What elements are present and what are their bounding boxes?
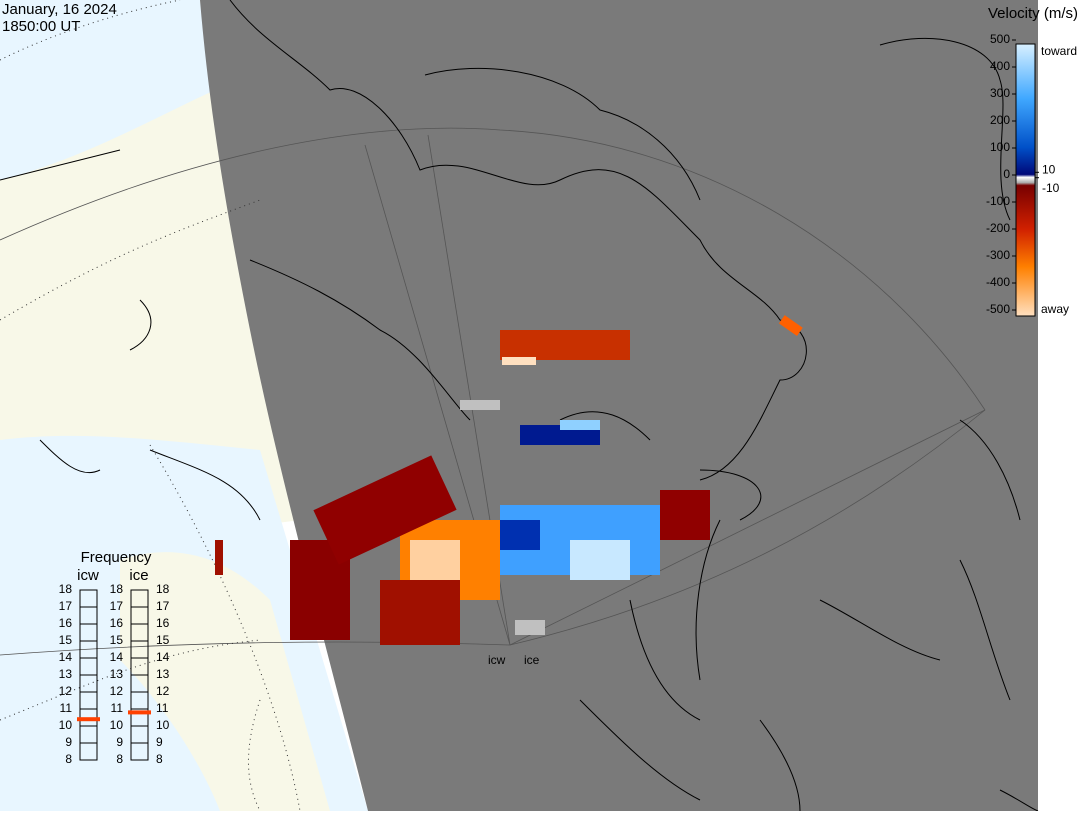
frequency-tick-label: 17 [110, 599, 124, 613]
frequency-tick-label: 14 [156, 650, 170, 664]
colorbar-tick-label: 0 [1003, 167, 1010, 181]
frequency-tick-label: 10 [110, 718, 124, 732]
radar-label: ice [524, 653, 540, 667]
frequency-tick-label: 17 [59, 599, 73, 613]
frequency-marker [128, 710, 151, 715]
colorbar-tick-label: -400 [986, 275, 1010, 289]
colorbar-title: Velocity (m/s) [988, 5, 1078, 22]
toward-label: toward [1041, 44, 1077, 58]
frequency-tick-label: 18 [156, 582, 170, 596]
side-panel [1038, 0, 1083, 811]
frequency-tick-label: 11 [156, 701, 169, 715]
colorbar-tick-label: -100 [986, 194, 1010, 208]
lat-line [0, 127, 986, 411]
frequency-tick-label: 10 [156, 718, 170, 732]
colorbar [1015, 43, 1036, 317]
date: January, 16 2024 [2, 1, 117, 18]
coastline [0, 0, 1039, 812]
frequency-tick-label: 16 [59, 616, 73, 630]
frequency-tick-label: 9 [156, 735, 163, 749]
frequency-radar-name: ice [129, 567, 148, 584]
ocean-day [0, 0, 215, 180]
frequency-tick-label: 8 [156, 752, 163, 766]
frequency-tick-label: 9 [116, 735, 123, 749]
colorbar-tick-label: -200 [986, 221, 1010, 235]
frequency-tick-label: 13 [156, 667, 170, 681]
frequency-tick-label: 10 [59, 718, 73, 732]
frequency-tick-label: 18 [110, 582, 124, 596]
velocity-cells [215, 315, 803, 645]
frequency-tick-label: 12 [156, 684, 170, 698]
frequency-tick-label: 8 [65, 752, 72, 766]
away-label: away [1041, 302, 1069, 316]
colorbar-tick-label: 500 [990, 32, 1010, 46]
time: 1850:00 UT [2, 18, 80, 35]
frequency-title: Frequency [81, 549, 152, 566]
frequency-tick-label: 15 [110, 633, 124, 647]
colorbar-tick-label: 400 [990, 59, 1010, 73]
frequency-tick-label: 14 [110, 650, 124, 664]
colorbar-tick-label: -500 [986, 302, 1010, 316]
frequency-tick-label: 12 [110, 684, 124, 698]
frequency-tick-label: 13 [59, 667, 73, 681]
frequency-tick-label: 16 [156, 616, 170, 630]
frequency-tick-label: 15 [156, 633, 170, 647]
frequency-tick-label: 18 [59, 582, 73, 596]
colorbar-tick-label: 300 [990, 86, 1010, 100]
frequency-tick-label: 11 [111, 701, 124, 715]
colorbar-tick-label: 10 [1042, 162, 1056, 176]
frequency-radar-name: icw [77, 567, 99, 584]
colorbar-tick-label: 100 [990, 140, 1010, 154]
frequency-tick-label: 14 [59, 650, 73, 664]
land-day [120, 552, 330, 811]
frequency-tick-label: 13 [110, 667, 124, 681]
frequency-tick-label: 9 [65, 735, 72, 749]
frequency-tick-label: 17 [156, 599, 170, 613]
colorbar-tick-label: -300 [986, 248, 1010, 262]
radar-label: icw [488, 653, 506, 667]
frequency-tick-label: 12 [59, 684, 73, 698]
frequency-marker [77, 717, 100, 722]
colorbar-tick-label: -10 [1042, 181, 1060, 195]
frequency-tick-label: 15 [59, 633, 73, 647]
colorbar-tick-label: 200 [990, 113, 1010, 127]
frequency-tick-label: 16 [110, 616, 124, 630]
frequency-tick-label: 11 [60, 701, 73, 715]
frequency-tick-label: 8 [116, 752, 123, 766]
